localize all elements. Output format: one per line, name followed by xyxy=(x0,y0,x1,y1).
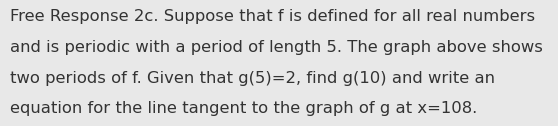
Text: two periods of f. Given that g(5)=2, find g(10) and write an: two periods of f. Given that g(5)=2, fin… xyxy=(10,71,495,86)
Text: and is periodic with a period of length 5. The graph above shows: and is periodic with a period of length … xyxy=(10,40,543,55)
Text: equation for the line tangent to the graph of g at x=108.: equation for the line tangent to the gra… xyxy=(10,101,477,116)
Text: Free Response 2c. Suppose that f is defined for all real numbers: Free Response 2c. Suppose that f is defi… xyxy=(10,9,535,24)
